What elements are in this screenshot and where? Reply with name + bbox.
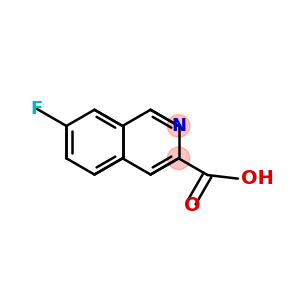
Text: F: F xyxy=(31,100,43,118)
Text: O: O xyxy=(184,196,200,214)
Circle shape xyxy=(167,147,190,170)
Text: N: N xyxy=(171,117,186,135)
Circle shape xyxy=(167,115,190,137)
Text: OH: OH xyxy=(241,169,274,188)
